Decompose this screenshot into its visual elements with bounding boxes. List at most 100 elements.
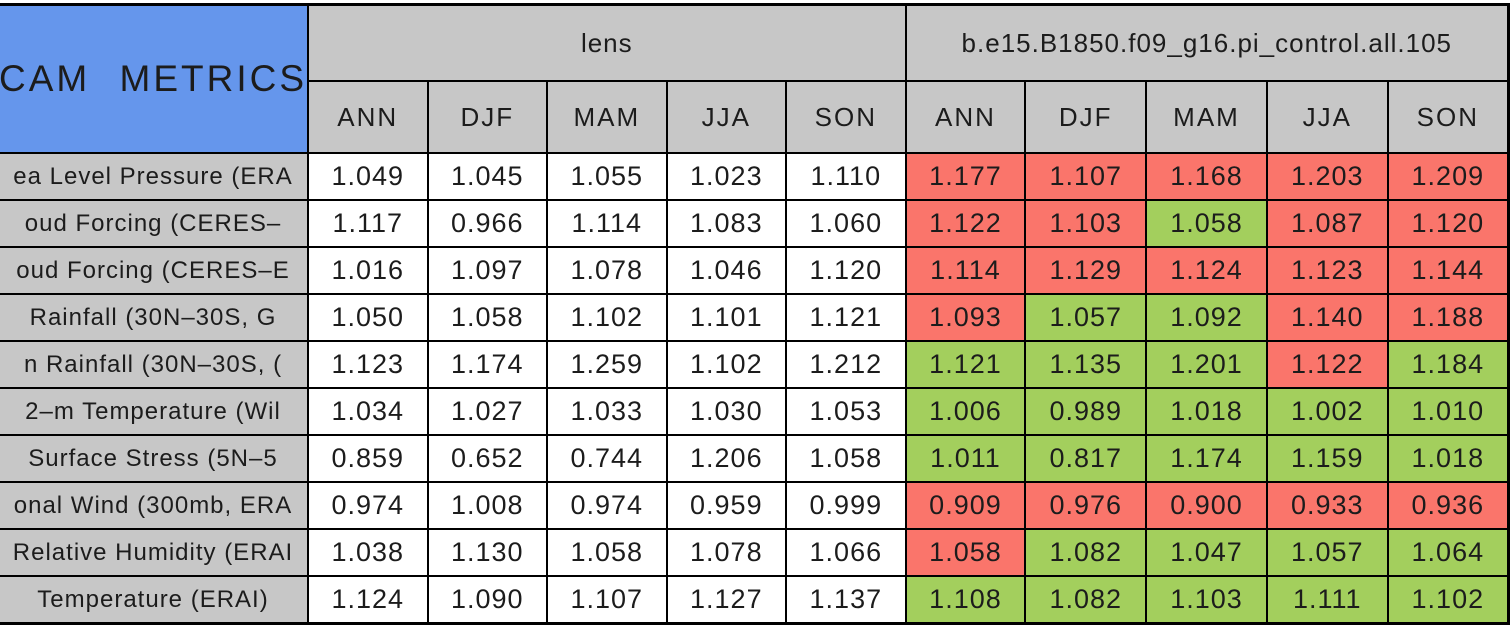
- table-body: ea Level Pressure (ERA 1.049 1.045 1.055 1.0…: [0, 152, 1510, 625]
- lens-value-cell: 1.259: [546, 340, 668, 389]
- case-value-cell: 0.933: [1265, 481, 1389, 530]
- case-value-cell: 1.064: [1386, 528, 1510, 577]
- lens-value-cell: 1.130: [426, 528, 549, 577]
- case-value-cell: 1.209: [1386, 152, 1510, 201]
- lens-value-cell: 1.078: [546, 246, 668, 295]
- season-header-case-son: SON: [1386, 80, 1510, 154]
- case-value-cell: 1.122: [904, 199, 1027, 248]
- case-value-cell: 1.203: [1265, 152, 1389, 201]
- case-value-cell: 1.103: [1145, 575, 1268, 625]
- table-row: onal Wind (300mb, ERA 0.974 1.008 0.974 0.95…: [0, 481, 1510, 530]
- lens-value-cell: 1.083: [665, 199, 788, 248]
- lens-value-cell: 1.206: [665, 434, 788, 483]
- case-value-cell: 1.010: [1386, 387, 1510, 436]
- lens-value-cell: 0.974: [307, 481, 429, 530]
- case-value-cell: 0.936: [1386, 481, 1510, 530]
- case-value-cell: 1.018: [1145, 387, 1268, 436]
- group-header-row: CAM METRICS lens b.e15.B1850.f09_g16.pi_…: [0, 3, 1510, 154]
- lens-value-cell: 1.027: [426, 387, 549, 436]
- lens-value-cell: 1.030: [665, 387, 788, 436]
- lens-value-cell: 1.124: [307, 575, 429, 625]
- row-label-cell: Surface Stress (5N–5: [0, 434, 309, 483]
- lens-value-cell: 1.123: [307, 340, 429, 389]
- season-header-lens-djf: DJF: [426, 80, 549, 154]
- case-value-cell: 1.144: [1386, 246, 1510, 295]
- season-header-case-djf: DJF: [1024, 80, 1148, 154]
- case-value-cell: 1.047: [1145, 528, 1268, 577]
- table-row: n Rainfall (30N–30S, (1.123 1.174 1.259 1.1…: [0, 340, 1510, 389]
- case-value-cell: 1.129: [1024, 246, 1148, 295]
- table-row: oud Forcing (CERES– 1.117 0.966 1.114 1.083 1…: [0, 199, 1510, 248]
- lens-value-cell: 1.058: [426, 293, 549, 342]
- table-row: 2–m Temperature (Wil 1.034 1.027 1.033 1.030…: [0, 387, 1510, 436]
- row-label-cell: oud Forcing (CERES–: [0, 199, 309, 248]
- lens-value-cell: 1.137: [785, 575, 907, 625]
- case-value-cell: 1.058: [1145, 199, 1268, 248]
- case-value-cell: 1.006: [904, 387, 1027, 436]
- lens-value-cell: 1.174: [426, 340, 549, 389]
- column-group-lens: lens: [307, 3, 907, 82]
- case-value-cell: 1.057: [1265, 528, 1389, 577]
- lens-value-cell: 0.959: [665, 481, 788, 530]
- case-value-cell: 1.177: [904, 152, 1027, 201]
- lens-value-cell: 1.120: [785, 246, 907, 295]
- lens-value-cell: 1.058: [785, 434, 907, 483]
- lens-value-cell: 1.102: [665, 340, 788, 389]
- cam-metrics-table-wrapper: CAM METRICS lens b.e15.B1850.f09_g16.pi_…: [0, 3, 1510, 625]
- case-value-cell: 1.135: [1024, 340, 1148, 389]
- lens-value-cell: 1.110: [785, 152, 907, 201]
- case-value-cell: 1.082: [1024, 575, 1148, 625]
- lens-value-cell: 0.999: [785, 481, 907, 530]
- cam-metrics-table: CAM METRICS lens b.e15.B1850.f09_g16.pi_…: [0, 3, 1510, 625]
- case-value-cell: 0.900: [1145, 481, 1268, 530]
- lens-value-cell: 1.055: [546, 152, 668, 201]
- lens-value-cell: 1.107: [546, 575, 668, 625]
- table-title-cell: CAM METRICS: [0, 3, 309, 154]
- lens-value-cell: 1.058: [546, 528, 668, 577]
- column-group-case: b.e15.B1850.f09_g16.pi_control.all.105: [904, 3, 1510, 82]
- season-header-case-ann: ANN: [904, 80, 1027, 154]
- case-value-cell: 1.114: [904, 246, 1027, 295]
- case-value-cell: 1.082: [1024, 528, 1148, 577]
- lens-value-cell: 1.046: [665, 246, 788, 295]
- lens-value-cell: 1.053: [785, 387, 907, 436]
- lens-value-cell: 0.652: [426, 434, 549, 483]
- lens-value-cell: 1.060: [785, 199, 907, 248]
- season-header-lens-jja: JJA: [665, 80, 788, 154]
- lens-value-cell: 1.033: [546, 387, 668, 436]
- lens-value-cell: 1.045: [426, 152, 549, 201]
- table-row: Relative Humidity (ERAI 1.038 1.130 1.058 1.…: [0, 528, 1510, 577]
- case-value-cell: 1.107: [1024, 152, 1148, 201]
- lens-value-cell: 1.049: [307, 152, 429, 201]
- case-value-cell: 1.120: [1386, 199, 1510, 248]
- case-value-cell: 1.011: [904, 434, 1027, 483]
- lens-value-cell: 1.050: [307, 293, 429, 342]
- lens-value-cell: 0.974: [546, 481, 668, 530]
- lens-value-cell: 1.066: [785, 528, 907, 577]
- lens-value-cell: 1.114: [546, 199, 668, 248]
- season-header-lens-son: SON: [785, 80, 907, 154]
- case-value-cell: 1.168: [1145, 152, 1268, 201]
- lens-value-cell: 0.859: [307, 434, 429, 483]
- case-value-cell: 0.976: [1024, 481, 1148, 530]
- lens-value-cell: 1.097: [426, 246, 549, 295]
- table-row: oud Forcing (CERES–E 1.016 1.097 1.078 1.046…: [0, 246, 1510, 295]
- case-value-cell: 1.184: [1386, 340, 1510, 389]
- case-value-cell: 1.159: [1265, 434, 1389, 483]
- lens-value-cell: 1.117: [307, 199, 429, 248]
- table-row: Temperature (ERAI) 1.124 1.090 1.107 1.127 1.…: [0, 575, 1510, 625]
- row-label-cell: onal Wind (300mb, ERA: [0, 481, 309, 530]
- season-header-case-mam: MAM: [1145, 80, 1268, 154]
- case-value-cell: 1.102: [1386, 575, 1510, 625]
- case-value-cell: 1.124: [1145, 246, 1268, 295]
- case-value-cell: 1.188: [1386, 293, 1510, 342]
- lens-value-cell: 1.121: [785, 293, 907, 342]
- case-value-cell: 1.057: [1024, 293, 1148, 342]
- case-value-cell: 1.103: [1024, 199, 1148, 248]
- lens-value-cell: 1.078: [665, 528, 788, 577]
- season-header-case-jja: JJA: [1265, 80, 1389, 154]
- row-label-cell: Relative Humidity (ERAI: [0, 528, 309, 577]
- case-value-cell: 1.140: [1265, 293, 1389, 342]
- season-header-row: ANN DJF MAM JJA SON ANN DJF MAM JJA SON: [0, 80, 1510, 154]
- case-value-cell: 1.174: [1145, 434, 1268, 483]
